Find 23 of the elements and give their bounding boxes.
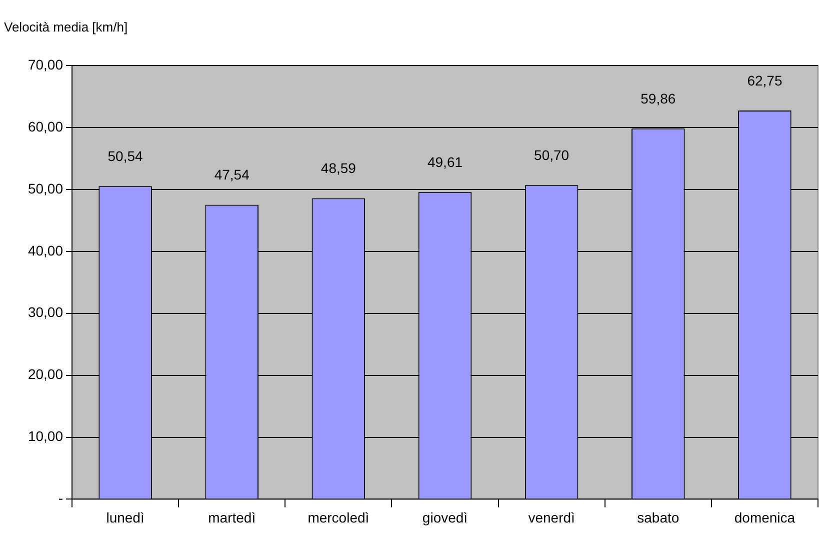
chart-title: Velocità media [km/h] [4, 19, 128, 34]
y-tick-label: 70,00 [28, 56, 64, 72]
data-label: 49,61 [427, 154, 463, 170]
x-tick-label: giovedì [422, 509, 468, 526]
x-tick-label: mercoledì [308, 509, 370, 526]
y-tick-label: 50,00 [28, 180, 64, 196]
data-label: 47,54 [214, 166, 250, 183]
data-label: 50,54 [108, 148, 144, 164]
data-label: 50,70 [534, 147, 570, 164]
y-tick-label: - [58, 490, 64, 506]
data-label: 62,75 [747, 72, 782, 88]
data-label: 59,86 [640, 90, 676, 106]
y-tick-label: 60,00 [28, 118, 64, 134]
x-tick-label: venerdì [528, 509, 575, 526]
x-tick-label: martedì [208, 509, 256, 526]
y-tick-label: 30,00 [28, 304, 64, 320]
y-tick-label: 10,00 [28, 428, 64, 444]
y-tick-label: 40,00 [28, 242, 64, 258]
x-tick-label: domenica [734, 509, 796, 526]
x-tick-label: lunedì [106, 509, 144, 526]
y-tick-label: 20,00 [28, 366, 64, 382]
data-label: 48,59 [320, 160, 356, 176]
x-tick-label: sabato [637, 509, 680, 526]
